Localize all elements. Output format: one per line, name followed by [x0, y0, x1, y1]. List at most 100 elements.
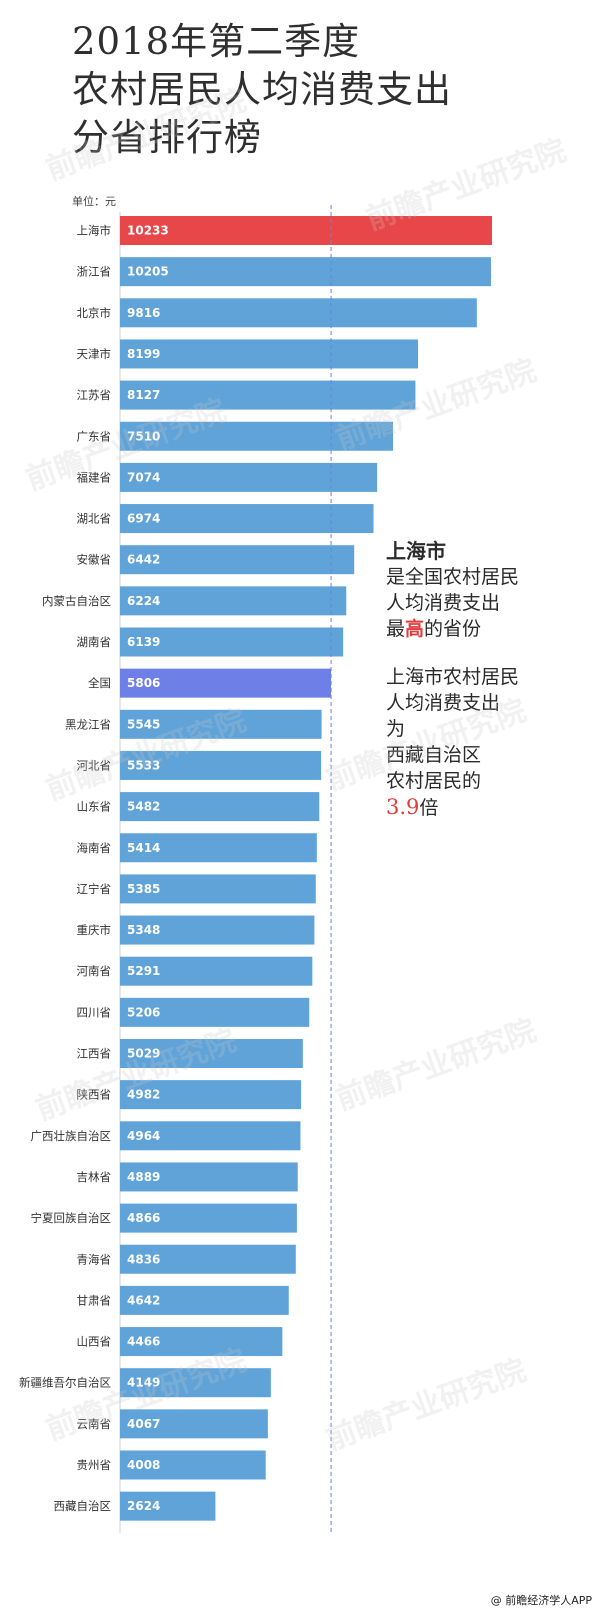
bar: [120, 1121, 301, 1151]
bar: [120, 915, 315, 945]
annotation-line: 为: [386, 718, 406, 740]
category-label: 广西壮族自治区: [31, 1129, 112, 1143]
data-label: 4836: [127, 1252, 160, 1266]
data-label: 5806: [127, 676, 160, 690]
data-label: 5029: [127, 1047, 160, 1061]
data-label: 6224: [127, 594, 160, 608]
bar: [120, 257, 491, 287]
data-label: 4008: [127, 1458, 160, 1472]
category-label: 山西省: [77, 1335, 112, 1349]
data-label: 5482: [127, 800, 160, 814]
category-label: 河南省: [77, 964, 112, 978]
data-label: 5414: [127, 841, 160, 855]
data-label: 6442: [127, 553, 160, 567]
annotation-line: 人均消费支出: [386, 592, 501, 614]
footer-credit: @ 前瞻经济学人APP: [490, 1594, 592, 1607]
category-label: 重庆市: [77, 923, 112, 937]
bar: [120, 956, 313, 986]
data-label: 2624: [127, 1499, 160, 1513]
annotation-ratio: 3.9: [386, 795, 420, 819]
annotation-line: 是全国农村居民: [386, 566, 520, 588]
annotation-lead: 上海市: [386, 539, 446, 563]
category-label: 北京市: [77, 306, 112, 320]
category-label: 贵州省: [77, 1458, 112, 1472]
category-label: 福建省: [77, 470, 112, 484]
annotation-line: 农村居民的: [386, 770, 482, 792]
annotation-line: 3.9倍: [386, 794, 586, 821]
category-label: 内蒙古自治区: [42, 594, 111, 608]
title-line-3: 分省排行榜: [72, 116, 262, 159]
bar: [120, 339, 419, 369]
annotation-line: 西藏自治区: [386, 744, 482, 766]
bar: [120, 1368, 271, 1398]
bar: [120, 462, 378, 492]
bar: [120, 668, 332, 698]
data-label: 7510: [127, 429, 160, 443]
bar: [120, 1409, 268, 1439]
data-label: 4642: [127, 1293, 160, 1307]
annotation-highlight: 高: [405, 618, 425, 640]
data-label: 5348: [127, 923, 160, 937]
bar: [120, 627, 344, 657]
category-label: 宁夏回族自治区: [31, 1211, 112, 1225]
category-label: 西藏自治区: [54, 1499, 112, 1513]
bar: [120, 1491, 216, 1521]
data-label: 5385: [127, 882, 160, 896]
data-label: 4982: [127, 1088, 160, 1102]
annotation-line: 最高的省份: [386, 616, 586, 642]
data-label: 5545: [127, 717, 160, 731]
category-label: 四川省: [77, 1005, 112, 1019]
category-label: 河北省: [77, 758, 112, 772]
data-label: 4149: [127, 1376, 160, 1390]
bar: [120, 216, 492, 245]
data-label: 4889: [127, 1170, 160, 1184]
annotation-line: 人均消费支出: [386, 692, 501, 714]
bar: [120, 1080, 302, 1110]
data-label: 10205: [127, 265, 169, 279]
data-label: 8199: [127, 347, 160, 361]
data-label: 6139: [127, 635, 160, 649]
data-label: 4067: [127, 1417, 160, 1431]
category-label: 湖南省: [77, 635, 112, 649]
category-label: 海南省: [77, 841, 112, 855]
annotation-text: 最: [386, 618, 406, 640]
category-label: 辽宁省: [77, 882, 112, 896]
chart-title: 2018年第二季度 农村居民人均消费支出 分省排行榜: [72, 18, 452, 162]
category-label: 青海省: [77, 1252, 112, 1266]
data-label: 6974: [127, 512, 160, 526]
category-label: 江西省: [77, 1047, 112, 1061]
bar: [120, 380, 416, 410]
category-label: 浙江省: [77, 265, 112, 279]
bar: [120, 1327, 283, 1357]
data-label: 8127: [127, 388, 160, 402]
data-label: 10233: [127, 224, 169, 238]
category-label: 江苏省: [77, 388, 112, 402]
category-label: 陕西省: [77, 1088, 112, 1102]
bar: [120, 750, 322, 780]
bar: [120, 1039, 303, 1068]
bar: [120, 1203, 297, 1233]
category-label: 黑龙江省: [65, 717, 111, 731]
bar: [120, 997, 310, 1027]
category-label: 云南省: [77, 1417, 112, 1431]
bar: [120, 1450, 266, 1480]
data-label: 5206: [127, 1005, 160, 1019]
data-label: 5291: [127, 964, 160, 978]
data-label: 4964: [127, 1129, 160, 1143]
bar: [120, 545, 355, 575]
data-label: 9816: [127, 306, 160, 320]
category-label: 新疆维吾尔自治区: [19, 1376, 111, 1390]
bar: [120, 1162, 298, 1192]
bar: [120, 792, 320, 822]
bar: [120, 586, 347, 616]
bar: [120, 874, 316, 904]
category-label: 上海市: [77, 224, 112, 238]
title-line-1: 2018年第二季度: [72, 20, 361, 63]
annotation-text: 倍: [419, 797, 439, 819]
bar: [120, 1244, 296, 1274]
bar: [120, 421, 394, 451]
category-label: 吉林省: [77, 1170, 112, 1184]
category-label: 甘肃省: [77, 1293, 112, 1307]
annotation-line: 上海市农村居民: [386, 666, 520, 688]
